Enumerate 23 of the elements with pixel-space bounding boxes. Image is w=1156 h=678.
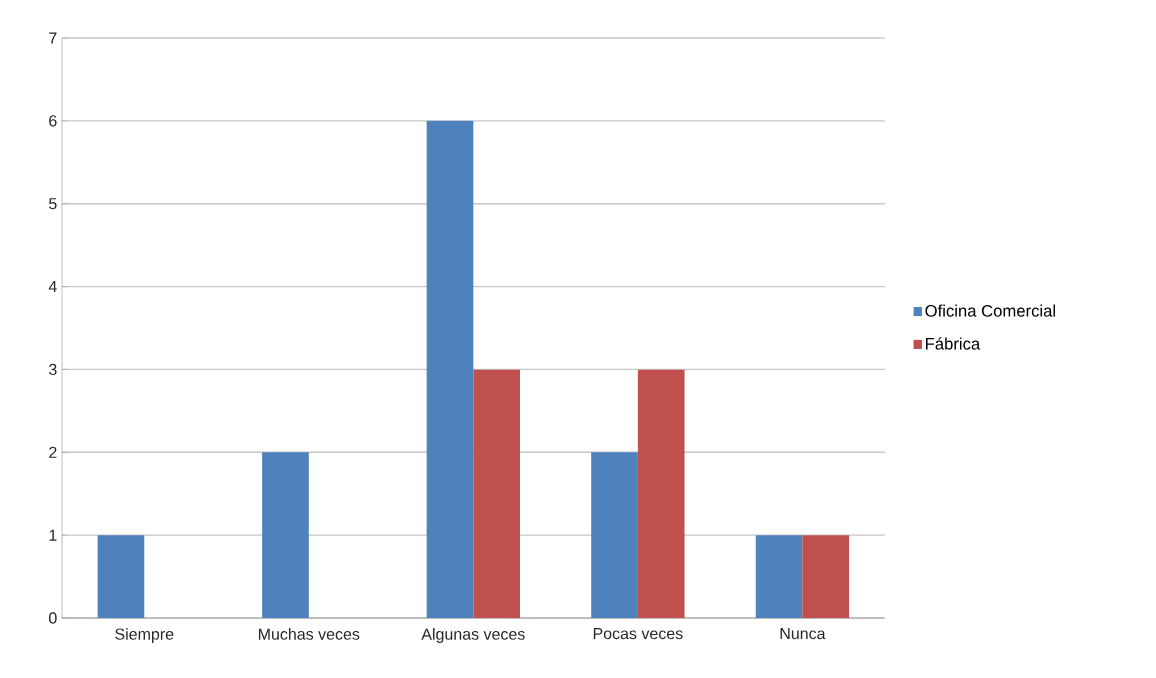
y-tick-label: 0	[49, 612, 57, 624]
x-tick-label: Pocas veces	[593, 628, 683, 640]
bar	[637, 369, 685, 618]
bar	[262, 452, 309, 618]
bar	[473, 369, 521, 618]
y-tick-label: 5	[49, 198, 57, 210]
x-tick-label: Algunas veces	[421, 628, 525, 643]
bar	[97, 535, 145, 618]
bar	[591, 452, 638, 618]
bar	[755, 535, 803, 618]
y-tick-label: 3	[49, 363, 57, 376]
x-tick-label: Muchas veces	[258, 628, 360, 640]
y-tick-label: 7	[49, 32, 57, 44]
bar	[426, 120, 474, 618]
y-tick-label: 4	[48, 281, 57, 293]
y-tick-label: 2	[49, 446, 57, 458]
y-tick-label: 1	[49, 529, 57, 541]
y-tick-label: 6	[49, 115, 57, 127]
legend-label: Fábrica	[925, 337, 981, 350]
legend-label: Oficina Comercial	[925, 304, 1056, 317]
bar	[802, 535, 850, 618]
x-tick-label: Siempre	[115, 628, 174, 643]
x-tick-label: Nunca	[780, 628, 826, 640]
